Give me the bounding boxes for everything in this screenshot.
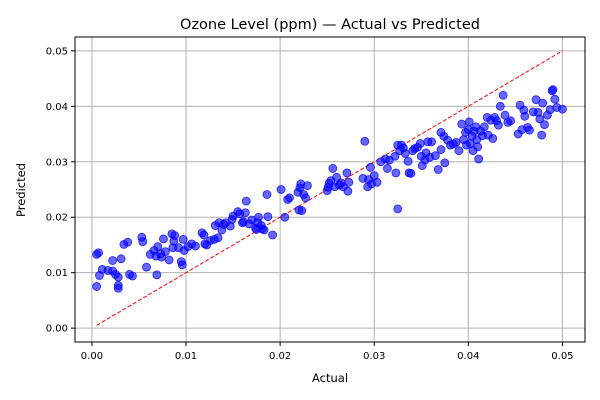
data-point bbox=[548, 85, 558, 95]
data-point bbox=[159, 234, 168, 244]
data-point bbox=[427, 137, 437, 147]
x-tick-label: 0.02 bbox=[269, 351, 291, 362]
data-point bbox=[403, 156, 413, 166]
data-point bbox=[391, 168, 401, 178]
data-point bbox=[263, 212, 273, 222]
data-point bbox=[254, 212, 263, 222]
data-point bbox=[430, 151, 440, 161]
data-point bbox=[259, 225, 269, 235]
data-point bbox=[285, 193, 294, 203]
data-point bbox=[152, 270, 162, 280]
data-point bbox=[520, 111, 530, 121]
data-point bbox=[170, 231, 180, 240]
data-point bbox=[301, 193, 310, 203]
x-tick-label: 0.01 bbox=[175, 351, 197, 362]
data-point bbox=[506, 116, 516, 126]
data-point bbox=[372, 177, 382, 187]
data-point bbox=[342, 168, 352, 178]
data-point bbox=[473, 142, 483, 152]
data-point bbox=[332, 172, 341, 182]
data-point bbox=[457, 119, 467, 129]
x-tick-label: 0.03 bbox=[363, 351, 385, 362]
chart-title: Ozone Level (ppm) — Actual vs Predicted bbox=[180, 17, 480, 33]
data-point bbox=[393, 204, 403, 214]
data-point bbox=[153, 242, 163, 252]
data-point bbox=[92, 282, 102, 291]
data-point bbox=[400, 149, 410, 158]
data-point bbox=[498, 90, 508, 100]
data-point bbox=[494, 120, 503, 130]
data-point bbox=[191, 241, 200, 251]
data-point bbox=[262, 190, 272, 199]
plot-area-frame bbox=[74, 36, 586, 343]
y-axis-ticks: 0.00 0.01 0.02 0.03 0.04 0.05 bbox=[46, 46, 75, 335]
data-point bbox=[440, 158, 450, 168]
data-point bbox=[343, 186, 353, 196]
data-point bbox=[177, 260, 187, 270]
y-tick-label: 0.00 bbox=[46, 324, 68, 335]
data-point bbox=[164, 255, 174, 265]
data-point bbox=[454, 146, 464, 156]
data-point bbox=[464, 117, 474, 127]
data-point bbox=[415, 139, 425, 148]
data-point bbox=[436, 145, 446, 154]
data-point bbox=[433, 165, 443, 174]
data-point bbox=[406, 169, 416, 178]
y-tick-label: 0.04 bbox=[46, 102, 68, 113]
data-point bbox=[113, 272, 123, 282]
data-point bbox=[241, 196, 251, 206]
x-axis-label: Actual bbox=[312, 371, 348, 385]
data-point bbox=[558, 104, 567, 114]
data-point bbox=[142, 262, 151, 272]
data-point bbox=[360, 136, 370, 146]
data-point bbox=[328, 164, 338, 173]
data-point bbox=[127, 271, 137, 281]
data-point bbox=[94, 248, 103, 258]
data-point bbox=[382, 164, 392, 173]
data-point bbox=[213, 233, 223, 243]
data-points bbox=[92, 85, 567, 293]
data-point bbox=[276, 185, 286, 194]
data-point bbox=[495, 101, 505, 111]
data-point bbox=[538, 98, 548, 108]
data-point bbox=[108, 256, 118, 265]
x-tick-label: 0.00 bbox=[81, 351, 103, 362]
data-point bbox=[178, 235, 188, 244]
data-point bbox=[240, 208, 250, 218]
data-point bbox=[390, 151, 400, 161]
data-point bbox=[199, 230, 209, 240]
data-point bbox=[123, 237, 133, 247]
data-point bbox=[451, 137, 461, 147]
y-axis-label: Predicted bbox=[14, 163, 28, 217]
data-point bbox=[366, 162, 375, 172]
x-tick-label: 0.05 bbox=[551, 351, 573, 362]
data-point bbox=[280, 212, 290, 222]
y-tick-label: 0.02 bbox=[46, 213, 68, 224]
y-tick-label: 0.03 bbox=[46, 157, 68, 168]
data-point bbox=[535, 114, 545, 124]
data-point bbox=[474, 154, 484, 164]
y-tick-label: 0.01 bbox=[46, 268, 68, 279]
x-axis-ticks: 0.00 0.01 0.02 0.03 0.04 0.05 bbox=[81, 342, 574, 362]
data-point bbox=[525, 125, 534, 135]
data-point bbox=[268, 230, 278, 240]
data-point bbox=[488, 134, 498, 143]
data-point bbox=[303, 181, 312, 191]
data-point bbox=[537, 130, 547, 140]
x-tick-label: 0.04 bbox=[457, 351, 479, 362]
y-tick-label: 0.05 bbox=[46, 46, 68, 57]
data-point bbox=[116, 254, 126, 264]
data-point bbox=[138, 237, 148, 247]
grid-lines bbox=[75, 37, 585, 342]
data-point bbox=[540, 120, 549, 130]
data-point bbox=[550, 94, 560, 104]
data-point bbox=[113, 283, 123, 293]
data-point bbox=[479, 122, 489, 132]
data-point bbox=[344, 177, 354, 187]
data-point bbox=[297, 206, 307, 215]
data-point bbox=[160, 247, 170, 257]
